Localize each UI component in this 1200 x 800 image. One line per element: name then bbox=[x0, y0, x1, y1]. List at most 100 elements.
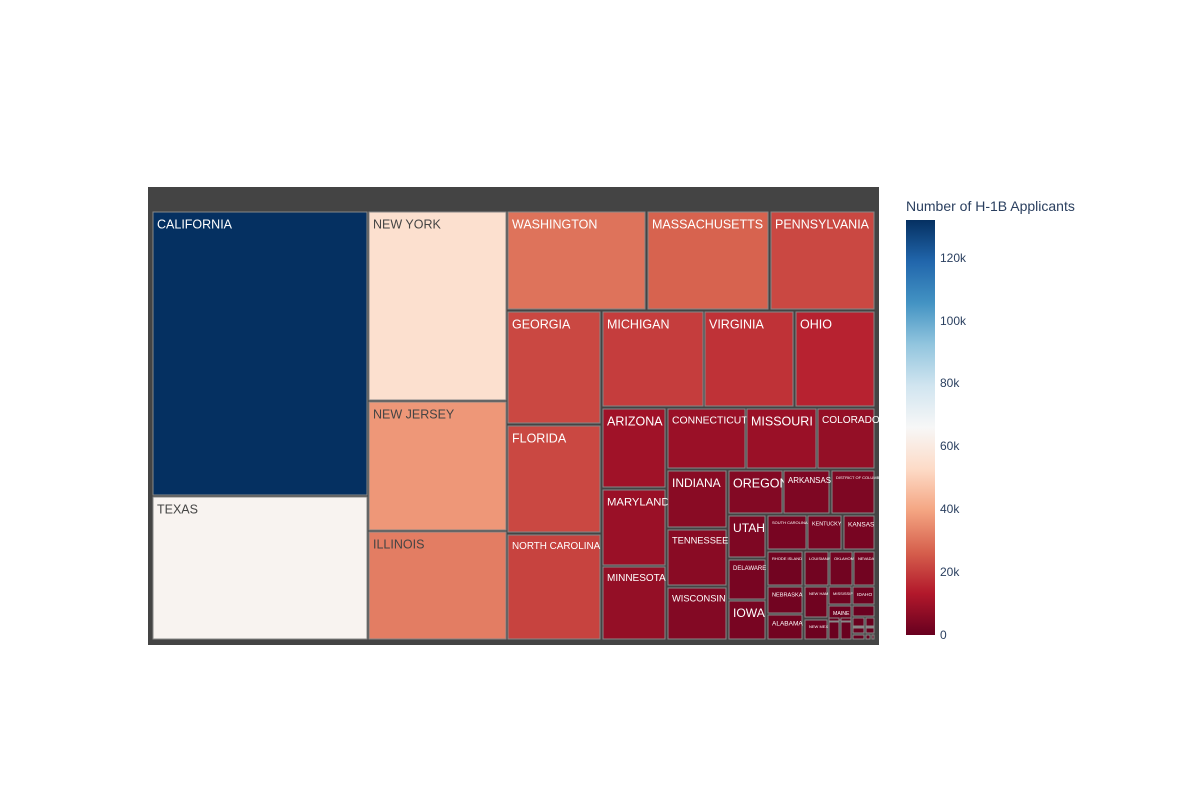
tile-label-district-of-columbia: DISTRICT OF COLUMBIA bbox=[836, 475, 883, 480]
tile-oklahoma[interactable] bbox=[829, 551, 853, 586]
tile-alabama[interactable] bbox=[767, 614, 803, 640]
tile-california[interactable] bbox=[152, 211, 368, 496]
tile-state-49[interactable] bbox=[865, 627, 875, 634]
tile-label-kentucky: KENTUCKY bbox=[812, 521, 842, 527]
tile-state-53[interactable] bbox=[840, 617, 852, 622]
tile-label-oklahoma: OKLAHOMA bbox=[834, 556, 857, 561]
tile-north-carolina[interactable] bbox=[507, 534, 601, 640]
tile-state-56[interactable] bbox=[852, 625, 865, 628]
tile-wisconsin[interactable] bbox=[667, 587, 727, 640]
tile-ohio[interactable] bbox=[795, 311, 875, 407]
tile-state-52[interactable] bbox=[871, 634, 875, 640]
tile-florida[interactable] bbox=[507, 425, 601, 533]
tile-label-nevada: NEVADA bbox=[858, 556, 874, 561]
tile-label-indiana: INDIANA bbox=[672, 476, 721, 490]
tile-washington[interactable] bbox=[507, 211, 646, 310]
tile-iowa[interactable] bbox=[728, 600, 766, 640]
tile-massachusetts[interactable] bbox=[647, 211, 769, 310]
tile-nebraska[interactable] bbox=[767, 586, 803, 614]
tile-rhode-island[interactable] bbox=[767, 551, 803, 586]
tile-state-47[interactable] bbox=[865, 617, 875, 627]
tile-label-georgia: GEORGIA bbox=[512, 318, 571, 332]
tile-label-massachusetts: MASSACHUSETTS bbox=[652, 218, 763, 232]
tile-label-louisiana: LOUISIANA bbox=[809, 556, 831, 561]
tile-kansas[interactable] bbox=[843, 515, 875, 550]
tile-label-new-hampshire: NEW HAMPSHIRE bbox=[809, 591, 844, 596]
tile-label-new-mexico: NEW MEXICO bbox=[809, 624, 835, 629]
tile-label-rhode-island: RHODE ISLAND bbox=[772, 556, 802, 561]
tile-label-maryland: MARYLAND bbox=[607, 496, 670, 508]
tile-state-55[interactable] bbox=[865, 625, 875, 628]
tile-label-tennessee: TENNESSEE bbox=[672, 535, 728, 545]
tile-new-hampshire[interactable] bbox=[804, 586, 828, 618]
tile-label-mississippi: MISSISSIPPI bbox=[833, 591, 857, 596]
tile-state-54[interactable] bbox=[828, 617, 840, 622]
tile-label-connecticut: CONNECTICUT bbox=[672, 415, 748, 426]
tile-state-44[interactable] bbox=[828, 621, 840, 640]
tile-colorado[interactable] bbox=[817, 408, 875, 469]
tile-virginia[interactable] bbox=[704, 311, 794, 407]
colorbar-tick-label: 80k bbox=[940, 376, 960, 391]
tile-south-carolina[interactable] bbox=[767, 515, 807, 550]
tile-tennessee[interactable] bbox=[667, 529, 727, 586]
tile-delaware[interactable] bbox=[728, 559, 766, 600]
tile-state-46[interactable] bbox=[852, 617, 865, 627]
tile-michigan[interactable] bbox=[602, 311, 704, 407]
tile-pennsylvania[interactable] bbox=[770, 211, 875, 310]
tile-state-50[interactable] bbox=[852, 634, 865, 640]
tile-label-colorado: COLORADO bbox=[822, 415, 880, 426]
tile-missouri[interactable] bbox=[746, 408, 817, 469]
tile-label-michigan: MICHIGAN bbox=[607, 318, 670, 332]
tile-illinois[interactable] bbox=[368, 531, 507, 640]
tile-new-mexico[interactable] bbox=[804, 619, 828, 640]
tile-utah[interactable] bbox=[728, 515, 766, 558]
tile-label-iowa: IOWA bbox=[733, 606, 766, 620]
tile-louisiana[interactable] bbox=[804, 551, 829, 586]
tile-label-kansas: KANSAS bbox=[848, 521, 875, 528]
tile-indiana[interactable] bbox=[667, 470, 727, 528]
tile-new-york[interactable] bbox=[368, 211, 507, 401]
tile-label-new-jersey: NEW JERSEY bbox=[373, 408, 455, 422]
colorbar-gradient bbox=[906, 220, 935, 635]
tile-label-maine: MAINE bbox=[833, 611, 850, 617]
tile-district-of-columbia[interactable] bbox=[831, 470, 875, 514]
tile-label-minnesota: MINNESOTA bbox=[607, 573, 666, 584]
tile-nevada[interactable] bbox=[853, 551, 875, 586]
tile-state-48[interactable] bbox=[852, 627, 865, 634]
tile-arkansas[interactable] bbox=[783, 470, 830, 514]
tile-label-alabama: ALABAMA bbox=[772, 620, 803, 627]
tile-label-idaho: IDAHO bbox=[857, 592, 872, 598]
tile-label-virginia: VIRGINIA bbox=[709, 318, 765, 332]
tile-georgia[interactable] bbox=[507, 311, 601, 424]
tile-label-illinois: ILLINOIS bbox=[373, 538, 424, 552]
tile-minnesota[interactable] bbox=[602, 566, 666, 640]
tile-mississippi[interactable] bbox=[828, 586, 852, 605]
tile-label-oregon: OREGON bbox=[733, 477, 789, 491]
tile-new-jersey[interactable] bbox=[368, 401, 507, 531]
tile-label-ohio: OHIO bbox=[800, 318, 832, 332]
tile-texas[interactable] bbox=[152, 496, 368, 640]
tile-label-florida: FLORIDA bbox=[512, 432, 567, 446]
tile-label-california: CALIFORNIA bbox=[157, 218, 233, 232]
tile-state-45[interactable] bbox=[840, 621, 852, 640]
tile-label-nebraska: NEBRASKA bbox=[772, 593, 803, 599]
tile-state-51[interactable] bbox=[865, 634, 871, 640]
tile-label-arkansas: ARKANSAS bbox=[788, 476, 831, 485]
colorbar-tick-label: 60k bbox=[940, 439, 960, 454]
tile-label-washington: WASHINGTON bbox=[512, 218, 597, 232]
tile-maine[interactable] bbox=[828, 605, 852, 621]
tile-oregon[interactable] bbox=[728, 470, 783, 514]
tile-label-utah: UTAH bbox=[733, 521, 765, 535]
tile-label-north-carolina: NORTH CAROLINA bbox=[512, 541, 601, 552]
tile-label-arizona: ARIZONA bbox=[607, 415, 663, 429]
tile-kentucky[interactable] bbox=[807, 515, 842, 550]
tile-label-pennsylvania: PENNSYLVANIA bbox=[775, 218, 870, 232]
tile-label-missouri: MISSOURI bbox=[751, 415, 813, 429]
tile-maryland[interactable] bbox=[602, 489, 666, 566]
tile-arizona[interactable] bbox=[602, 408, 666, 488]
colorbar-title: Number of H-1B Applicants bbox=[906, 198, 1075, 214]
tile-connecticut[interactable] bbox=[667, 408, 746, 469]
tile-state-43[interactable] bbox=[852, 605, 875, 617]
tile-idaho[interactable] bbox=[852, 586, 875, 605]
